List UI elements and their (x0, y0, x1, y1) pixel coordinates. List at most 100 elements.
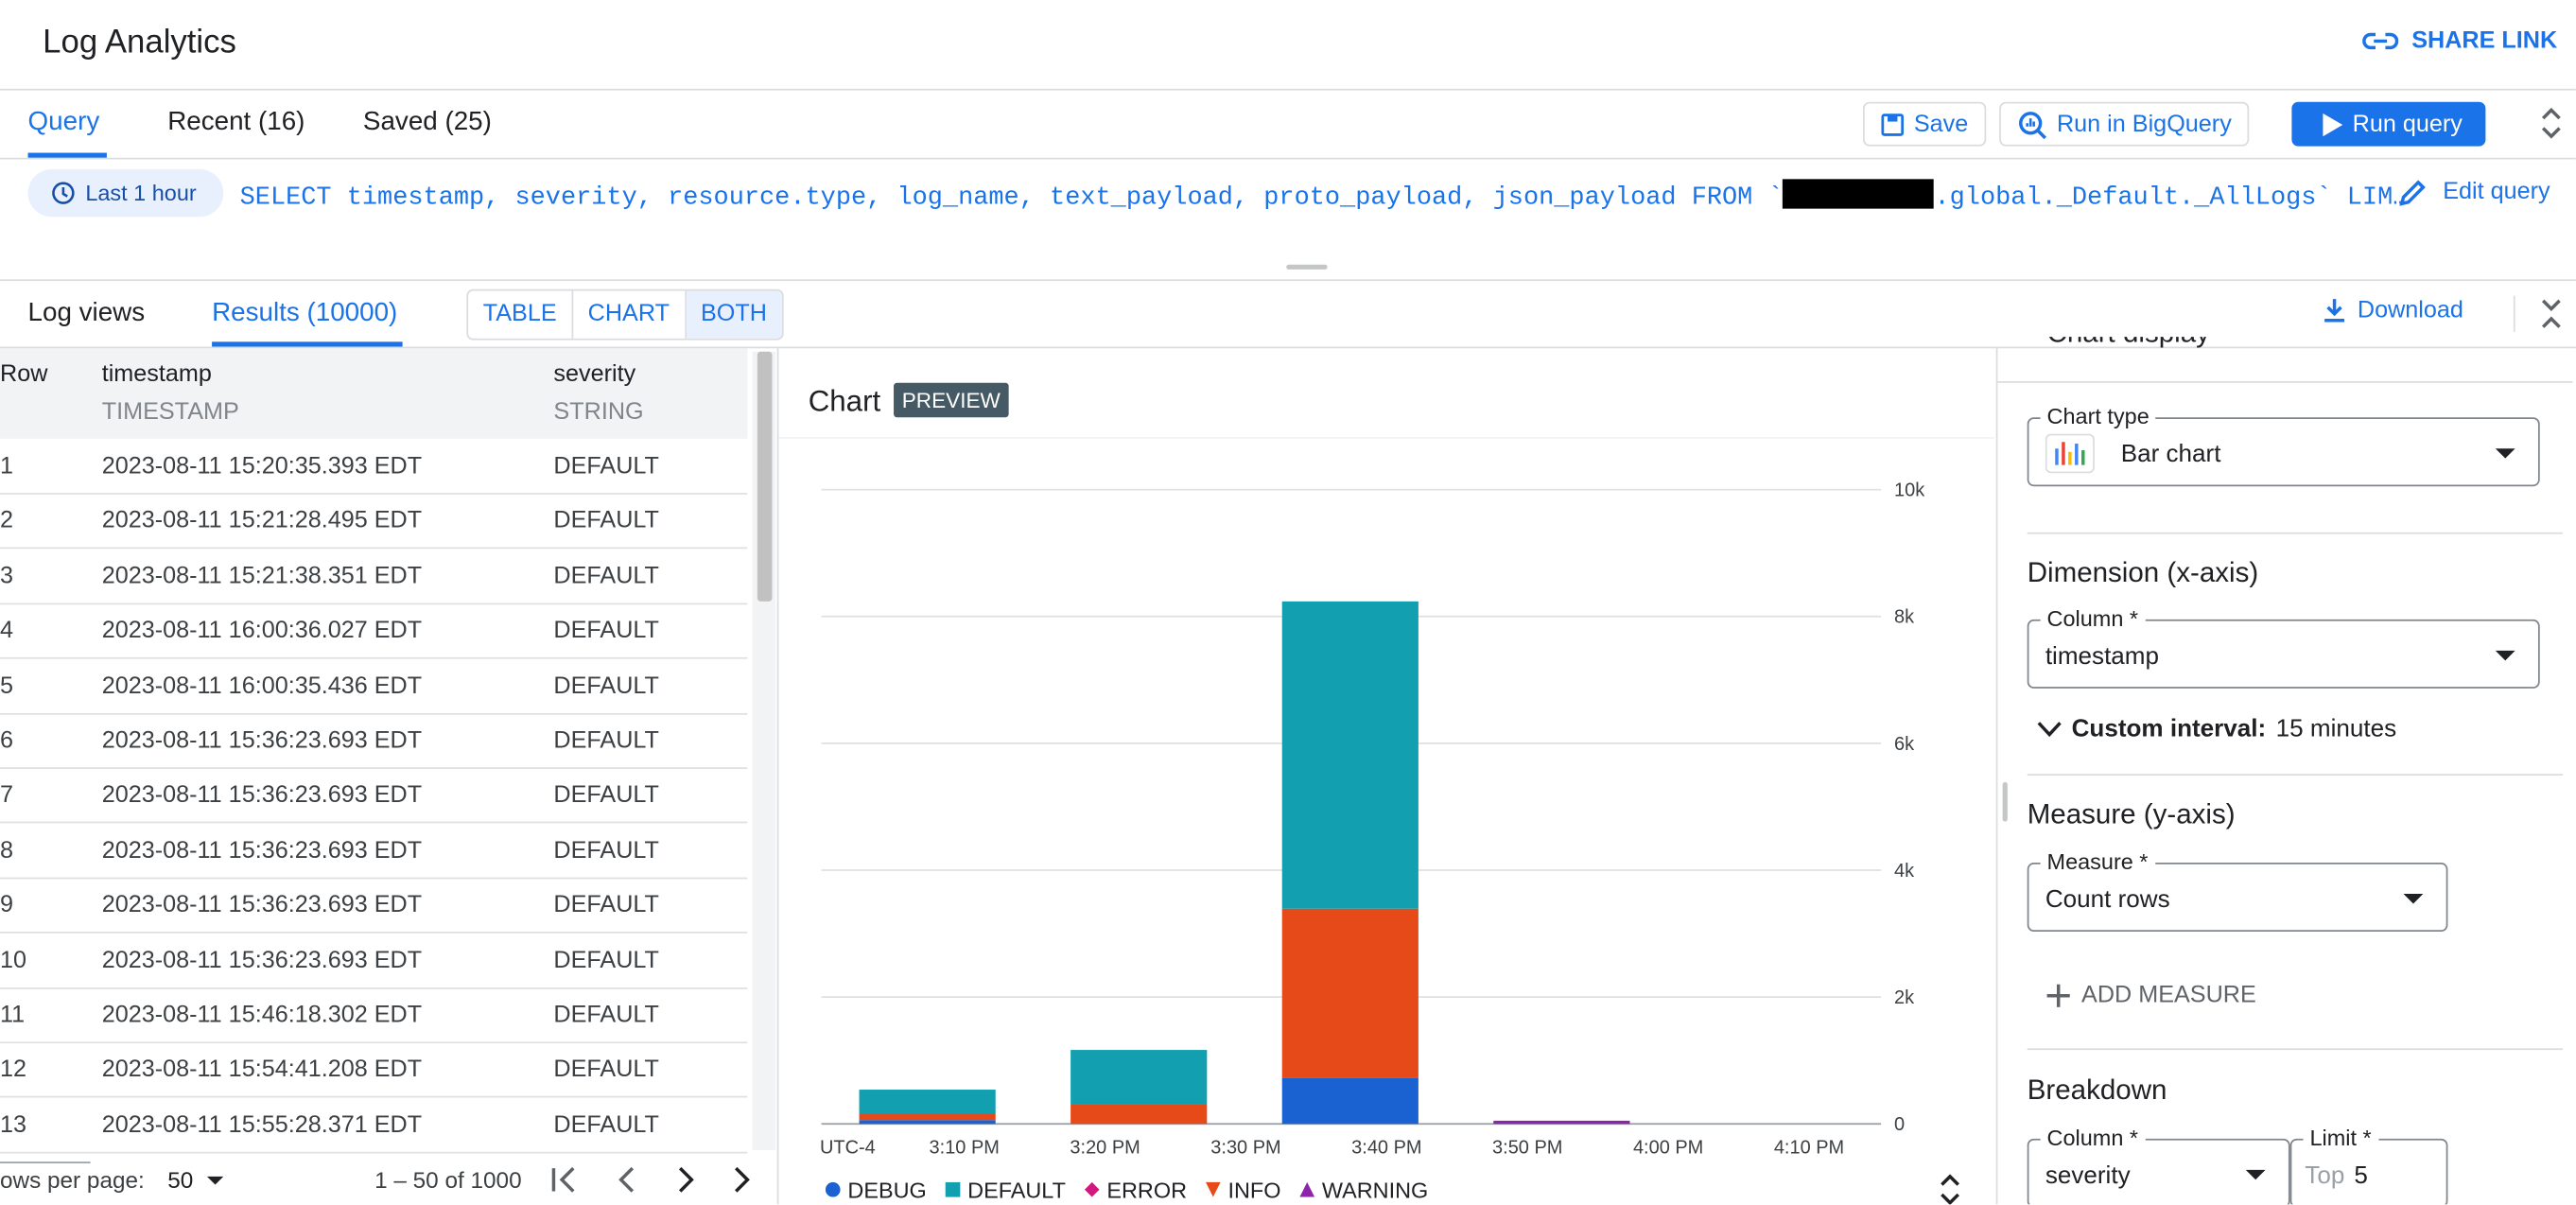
field-value: severity (2045, 1161, 2131, 1190)
legend-label: DEBUG (847, 1178, 926, 1202)
page-nav[interactable] (548, 1163, 756, 1196)
download-label: Download (2357, 297, 2463, 324)
dimension-heading: Dimension (x-axis) (2027, 556, 2259, 588)
download-button[interactable]: Download (2323, 297, 2463, 323)
dimension-column-select[interactable]: Column * timestamp (2027, 606, 2540, 689)
legend-label: DEFAULT (967, 1178, 1066, 1202)
toggle-chart[interactable]: CHART (573, 290, 687, 339)
field-value: Bar chart (2120, 440, 2221, 469)
y-tick-label: 10k (1894, 480, 1925, 501)
chevron-icon (2037, 721, 2062, 737)
table-cell: 4 (0, 618, 14, 645)
edit-query-label: Edit query (2443, 179, 2550, 206)
table-cell: DEFAULT (553, 892, 659, 919)
run-query-button[interactable]: Run query (2291, 101, 2486, 147)
breakdown-column-select[interactable]: Column * severity (2027, 1125, 2290, 1205)
scrollbar-thumb[interactable] (757, 351, 773, 602)
row-divider (0, 987, 748, 989)
table-cell: 2023-08-11 15:36:23.693 EDT (101, 892, 423, 919)
resize-handle[interactable] (2002, 781, 2008, 822)
y-tick-label: 4k (1894, 861, 1915, 882)
row-divider (0, 932, 748, 934)
redacted-project (1783, 179, 1935, 209)
toggle-table[interactable]: TABLE (468, 290, 574, 339)
query-text: SELECT timestamp, severity, resource.typ… (240, 179, 2409, 212)
x-tick-label: 4:10 PM (1774, 1138, 1844, 1159)
share-link[interactable]: SHARE LINK (2362, 27, 2558, 55)
legend-label: WARNING (1322, 1178, 1428, 1202)
divider (0, 346, 2576, 349)
x-tick-label: 3:20 PM (1070, 1138, 1140, 1159)
table-cell: 2023-08-11 15:36:23.693 EDT (101, 837, 423, 864)
toggle-both[interactable]: BOTH (686, 290, 782, 339)
row-divider (0, 657, 748, 659)
table-cell: DEFAULT (553, 837, 659, 864)
save-label: Save (1913, 111, 1969, 138)
table-cell: 2023-08-11 15:20:35.393 EDT (101, 453, 423, 480)
save-button[interactable]: Save (1862, 101, 1987, 147)
legend-marker (945, 1181, 961, 1197)
caret (2495, 448, 2515, 459)
rows-per-page-value: 50 (167, 1166, 194, 1194)
link-icon (2362, 32, 2399, 50)
sql-end: .global._Default._AllLogs` LIM… (1934, 182, 2409, 213)
caret (206, 1175, 223, 1184)
legend-marker (1205, 1181, 1221, 1197)
table-cell: DEFAULT (553, 727, 659, 755)
row-divider (0, 1151, 748, 1154)
table-cell: 2023-08-11 15:55:28.371 EDT (101, 1111, 423, 1139)
table-cell: 9 (0, 892, 14, 919)
column-header: Row (0, 361, 48, 388)
tab-indicator (27, 152, 107, 158)
table-cell: 2023-08-11 15:36:23.693 EDT (101, 727, 423, 755)
table-cell: 6 (0, 727, 14, 755)
collapse-icon[interactable] (2540, 105, 2563, 141)
table-cell: DEFAULT (553, 782, 659, 810)
recent-tab[interactable]: Recent (16) (167, 108, 305, 137)
row-divider (0, 1096, 748, 1099)
row-divider (0, 1041, 748, 1044)
limit-value: 5 (2354, 1161, 2368, 1190)
field-value: Count rows (2045, 885, 2170, 914)
limit-input[interactable]: Limit * Top 5 (2289, 1125, 2448, 1205)
chart-type-select[interactable]: Chart type Bar chart (2027, 404, 2540, 487)
row-divider (0, 493, 748, 495)
table-cell: 2023-08-11 15:54:41.208 EDT (101, 1057, 423, 1084)
row-divider (0, 877, 748, 880)
time-range-label: Last 1 hour (85, 181, 197, 206)
caret (2403, 894, 2424, 904)
tab-indicator (212, 341, 403, 347)
resize-handle[interactable] (1286, 264, 1328, 270)
x-tick-label: 3:10 PM (930, 1138, 1000, 1159)
column-type: STRING (553, 399, 644, 426)
collapse-icon[interactable] (2540, 296, 2563, 332)
field-label: Column * (2040, 1125, 2145, 1151)
saved-tab[interactable]: Saved (25) (362, 108, 492, 137)
table-cell: 3 (0, 563, 14, 590)
legend-scroll[interactable] (1939, 1173, 1961, 1205)
bar-segment (859, 1120, 996, 1125)
query-tab[interactable]: Query (27, 108, 100, 137)
divider (776, 348, 779, 1205)
custom-interval-value: 15 minutes (2275, 714, 2397, 743)
sql-start: SELECT timestamp, severity, resource.typ… (239, 182, 1784, 213)
time-range-chip[interactable]: Last 1 hour (27, 168, 224, 218)
add-measure-button[interactable]: ADD MEASURE (2046, 983, 2256, 1009)
bar-segment (1493, 1120, 1630, 1125)
y-tick-label: 6k (1894, 734, 1915, 755)
results-tab[interactable]: Results (10000) (212, 299, 398, 327)
log-views-tab[interactable]: Log views (27, 299, 146, 327)
bigquery-button[interactable]: Run in BigQuery (1999, 101, 2250, 147)
results-table: Row timestamp TIMESTAMP severity STRING 1 2023… (0, 348, 748, 1154)
edit-query[interactable]: Edit query (2397, 176, 2550, 209)
table-cell: 11 (0, 1002, 26, 1029)
table-cell: 10 (0, 947, 27, 974)
custom-interval[interactable]: Custom interval: 15 minutes (2037, 714, 2397, 743)
row-divider (0, 548, 748, 550)
measure-select[interactable]: Measure * Count rows (2027, 849, 2448, 932)
share-link-text: SHARE LINK (2411, 27, 2558, 55)
rows-per-page-select[interactable]: 50 (167, 1166, 223, 1194)
bar-segment (859, 1113, 996, 1121)
